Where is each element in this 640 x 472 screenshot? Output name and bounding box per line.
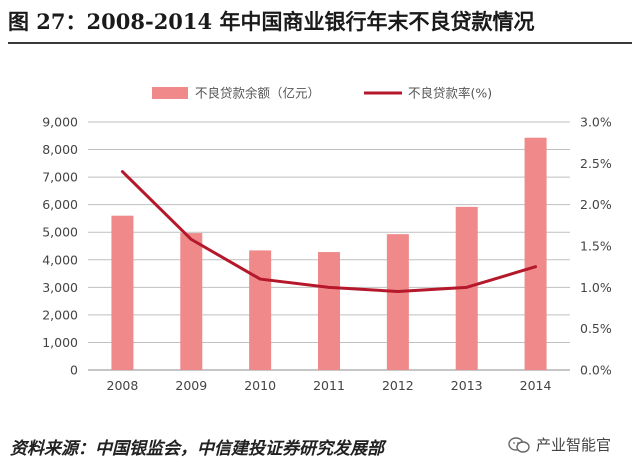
left-tick-label: 5,000 bbox=[42, 225, 78, 240]
bar bbox=[318, 252, 340, 370]
left-tick-label: 6,000 bbox=[42, 197, 78, 212]
watermark-text: 产业智能官 bbox=[536, 436, 612, 454]
right-tick-label: 1.5% bbox=[580, 239, 612, 254]
right-axis-ticks: 0.0% 0.5% 1.0% 1.5% 2.0% 2.5% 3.0% bbox=[580, 115, 612, 378]
left-tick-label: 3,000 bbox=[42, 280, 78, 295]
chart: 不良贷款余额（亿元） 不良贷款率(%) 0 1,000 2,000 3,000 4,000… bbox=[42, 86, 612, 394]
x-tick-label: 2013 bbox=[451, 378, 483, 393]
source-note: 资料来源：中国银监会，中信建投证券研究发展部 bbox=[10, 439, 384, 459]
right-tick-label: 2.5% bbox=[580, 156, 612, 171]
x-tick-label: 2008 bbox=[107, 378, 139, 393]
x-tick-label: 2010 bbox=[244, 378, 276, 393]
x-tick-label: 2009 bbox=[175, 378, 207, 393]
left-tick-label: 9,000 bbox=[42, 115, 78, 130]
line-series bbox=[120, 170, 538, 293]
x-tick-label: 2012 bbox=[382, 378, 414, 393]
left-tick-label: 7,000 bbox=[42, 170, 78, 185]
chat-bubble-icon bbox=[508, 436, 530, 454]
bar bbox=[180, 233, 203, 370]
right-tick-label: 0.5% bbox=[580, 321, 612, 336]
left-tick-label: 0 bbox=[70, 363, 78, 378]
legend-bar-label: 不良贷款余额（亿元） bbox=[195, 86, 320, 101]
right-tick-label: 3.0% bbox=[580, 115, 612, 130]
page-title: 图 27：2008-2014 年中国商业银行年末不良贷款情况 bbox=[8, 9, 535, 34]
left-tick-label: 1,000 bbox=[42, 335, 78, 350]
bar bbox=[524, 137, 547, 370]
x-axis-ticks: 2008 2009 2010 2011 2012 2013 2014 bbox=[107, 378, 552, 393]
left-tick-label: 8,000 bbox=[42, 142, 78, 157]
watermark: 产业智能官 bbox=[508, 434, 611, 455]
legend-bar-swatch bbox=[152, 87, 188, 99]
legend-line-label: 不良贷款率(%) bbox=[408, 86, 492, 101]
left-axis-ticks: 0 1,000 2,000 3,000 4,000 5,000 6,000 7,000 8,00… bbox=[42, 115, 78, 378]
legend: 不良贷款余额（亿元） 不良贷款率(%) bbox=[152, 86, 492, 101]
left-tick-label: 4,000 bbox=[42, 252, 78, 267]
bar bbox=[249, 250, 272, 370]
bar-series bbox=[111, 137, 547, 370]
x-tick-label: 2014 bbox=[520, 378, 552, 393]
x-tick-label: 2011 bbox=[313, 378, 345, 393]
left-tick-label: 2,000 bbox=[42, 307, 78, 322]
right-tick-label: 0.0% bbox=[580, 363, 612, 378]
right-tick-label: 1.0% bbox=[580, 280, 612, 295]
bar bbox=[386, 234, 409, 370]
title-divider bbox=[8, 42, 632, 44]
right-tick-label: 2.0% bbox=[580, 197, 612, 212]
bar bbox=[111, 215, 134, 370]
